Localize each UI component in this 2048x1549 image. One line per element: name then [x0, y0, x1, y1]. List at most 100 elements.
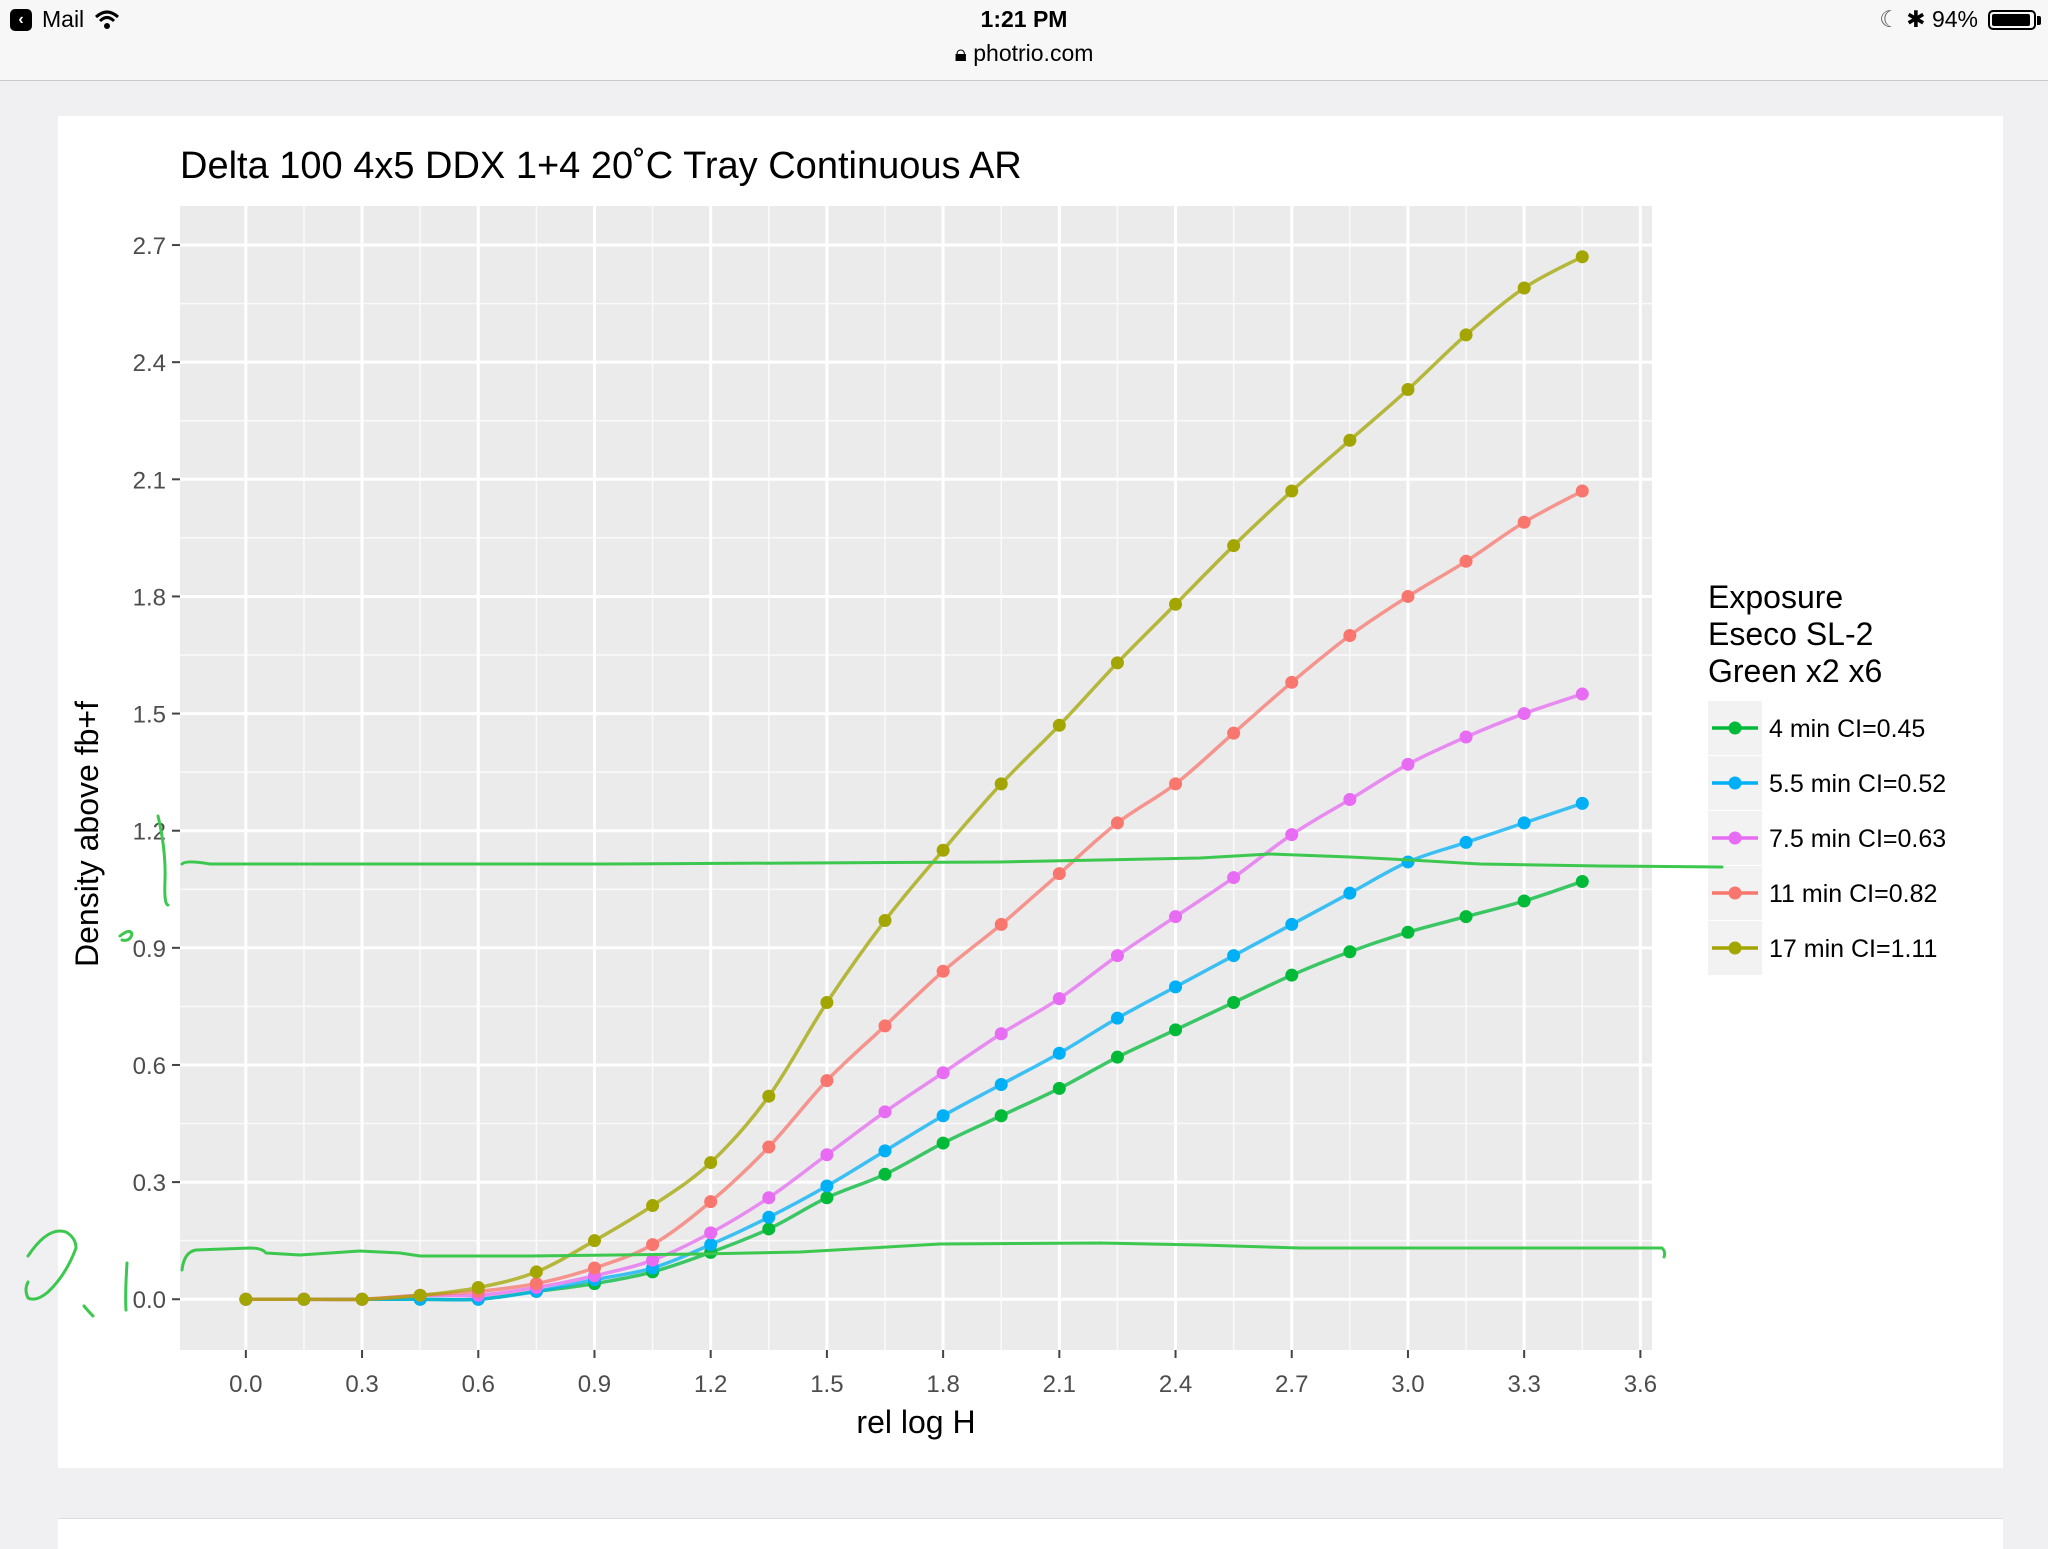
chevron-left-icon: ‹: [10, 8, 32, 31]
data-point: [1459, 328, 1473, 342]
data-point: [1169, 1023, 1183, 1037]
legend-key-point: [1728, 886, 1742, 900]
lock-icon: 🔒︎: [954, 40, 967, 66]
data-point: [1343, 945, 1357, 959]
annotation-lower-bracket: [124, 1261, 129, 1312]
data-point: [1517, 894, 1531, 908]
url-text: photrio.com: [973, 40, 1094, 66]
wifi-icon: [95, 10, 120, 29]
data-point: [1052, 718, 1066, 732]
legend-title: Exposure: [1708, 579, 1843, 615]
data-point: [762, 1210, 776, 1224]
data-point: [1459, 835, 1473, 849]
x-tick-label: 3.3: [1507, 1371, 1540, 1398]
x-tick-label: 0.0: [229, 1371, 262, 1398]
data-point: [1575, 250, 1589, 264]
data-point: [1517, 707, 1531, 721]
legend-title: Green x2 x6: [1708, 653, 1882, 689]
data-point: [1285, 917, 1299, 931]
x-tick-label: 0.9: [578, 1371, 611, 1398]
data-point: [762, 1222, 776, 1236]
back-app-label: Mail: [42, 6, 85, 32]
x-tick-label: 1.5: [810, 1371, 843, 1398]
data-point: [1459, 730, 1473, 744]
back-to-app-button[interactable]: ‹ Mail: [10, 6, 120, 33]
data-point: [355, 1292, 369, 1306]
y-axis-label: Density above fb+f: [69, 701, 105, 967]
data-point: [239, 1292, 253, 1306]
data-point: [1517, 515, 1531, 529]
bluetooth-icon: ✱: [1906, 6, 1926, 32]
data-point: [1052, 1081, 1066, 1095]
data-point: [936, 843, 950, 857]
battery-nub: [2037, 16, 2041, 25]
data-point: [994, 917, 1008, 931]
legend-title: Eseco SL-2: [1708, 616, 1873, 652]
handwritten-annotations: [24, 814, 1724, 1318]
y-tick-label: 2.7: [133, 233, 166, 260]
data-point: [820, 1074, 834, 1088]
data-point: [1227, 539, 1241, 553]
data-point: [471, 1281, 485, 1295]
x-tick-label: 1.2: [694, 1371, 727, 1398]
data-point: [878, 1167, 892, 1181]
data-point: [646, 1238, 660, 1252]
grid-minor: [180, 206, 1652, 1350]
data-point: [646, 1199, 660, 1213]
data-point: [1343, 433, 1357, 447]
data-point: [1285, 484, 1299, 498]
data-point: [1169, 910, 1183, 924]
data-point: [1401, 383, 1415, 397]
data-point: [994, 777, 1008, 791]
data-point: [936, 964, 950, 978]
data-point: [1517, 816, 1531, 830]
data-point: [1401, 757, 1415, 771]
url-bar[interactable]: 🔒︎ photrio.com: [0, 40, 2048, 67]
data-point: [704, 1238, 718, 1252]
axes-layer: 0.0 0.3 0.6 0.9 1.2 1.5 1.8 2.1 2.4 2.7 3.0 3.3 3.6 0…: [133, 233, 1657, 1398]
x-tick-label: 1.8: [926, 1371, 959, 1398]
data-point: [1575, 796, 1589, 810]
series-layer: [239, 250, 1589, 1306]
moon-icon: ☾: [1879, 6, 1900, 32]
legend-key-point: [1728, 721, 1742, 735]
data-point: [297, 1292, 311, 1306]
x-tick-label: 0.3: [345, 1371, 378, 1398]
data-point: [762, 1140, 776, 1154]
data-point: [820, 1148, 834, 1162]
data-point: [1169, 777, 1183, 791]
chart-title: Delta 100 4x5 DDX 1+4 20˚C Tray Continuo…: [180, 145, 1022, 187]
y-tick-label: 0.6: [133, 1053, 166, 1080]
data-point: [1285, 675, 1299, 689]
battery-percent: ☾ ✱ 94%: [1879, 6, 1978, 33]
data-point: [1401, 589, 1415, 603]
data-point: [1343, 886, 1357, 900]
x-tick-label: 2.7: [1275, 1371, 1308, 1398]
data-point: [1343, 628, 1357, 642]
annotation-upper-line: [180, 852, 1724, 869]
y-tick-label: 0.0: [133, 1287, 166, 1314]
data-point: [1110, 656, 1124, 670]
x-tick-label: 2.1: [1043, 1371, 1076, 1398]
x-tick-label: 3.0: [1391, 1371, 1424, 1398]
data-point: [1052, 1046, 1066, 1060]
data-point: [1169, 597, 1183, 611]
x-tick-label: 0.6: [462, 1371, 495, 1398]
legend-label: 7.5 min CI=0.63: [1769, 825, 1946, 853]
y-tick-label: 0.3: [133, 1170, 166, 1197]
clock: 1:21 PM: [980, 6, 1068, 32]
y-tick-label: 2.1: [133, 467, 166, 494]
series-5: [239, 250, 1589, 1306]
data-point: [1459, 910, 1473, 924]
data-point: [1227, 726, 1241, 740]
data-point: [1110, 816, 1124, 830]
data-point: [878, 1144, 892, 1158]
data-point: [1227, 996, 1241, 1010]
data-point: [1052, 867, 1066, 881]
legend-label: 11 min CI=0.82: [1769, 880, 1937, 908]
y-tick-label: 0.9: [133, 936, 166, 963]
legend-label: 4 min CI=0.45: [1769, 715, 1925, 743]
data-point: [1227, 949, 1241, 963]
